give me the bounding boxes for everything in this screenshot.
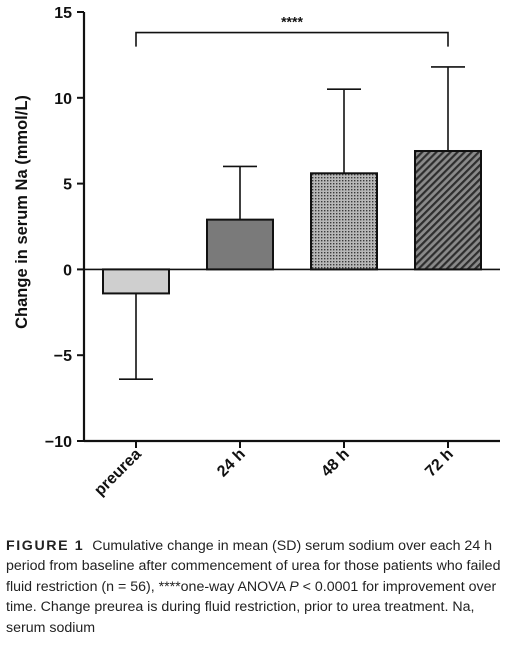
- bar-chart: 15 10 5 0 −5 −10 preurea 24 h 48 h 72 h **** Cha…: [13, 5, 500, 499]
- figure-caption: FIGURE 1 Cumulative change in mean (SD) s…: [6, 536, 514, 638]
- significance-line: [135, 31, 449, 47]
- error-bars: [119, 66, 465, 381]
- bar-72-h: [414, 149, 482, 271]
- y-axis-label: Change in serum Na (mmol/L): [13, 95, 31, 329]
- caption-text-1: Cumulative change in mean (SD) serum sod…: [6, 538, 501, 595]
- significance-bracket: ****: [135, 14, 449, 47]
- figure-label: FIGURE 1: [6, 538, 85, 554]
- bar-24-h: [206, 218, 274, 271]
- y-tick-label: −10: [45, 434, 72, 451]
- bar-48-h: [310, 172, 378, 271]
- x-tick-label: 24 h: [214, 446, 249, 481]
- significance-label: ****: [281, 14, 303, 30]
- y-tick-label: 0: [63, 262, 72, 279]
- y-ticks: 15 10 5 0 −5 −10: [45, 5, 84, 451]
- bar-preurea: [102, 268, 170, 295]
- x-tick-label: 48 h: [318, 446, 353, 481]
- y-tick-label: 5: [63, 177, 72, 194]
- y-tick-label: 15: [54, 5, 72, 22]
- x-tick-label: 72 h: [422, 446, 457, 481]
- y-tick-label: −5: [54, 348, 72, 365]
- caption-p-symbol: P: [289, 578, 299, 595]
- x-tick-labels: preurea 24 h 48 h 72 h: [91, 441, 457, 499]
- x-tick-label: preurea: [91, 446, 145, 500]
- bars: [102, 149, 482, 295]
- y-tick-label: 10: [54, 91, 72, 108]
- caption-text-2: < 0.0001 for improvement over time. Chan…: [6, 578, 497, 636]
